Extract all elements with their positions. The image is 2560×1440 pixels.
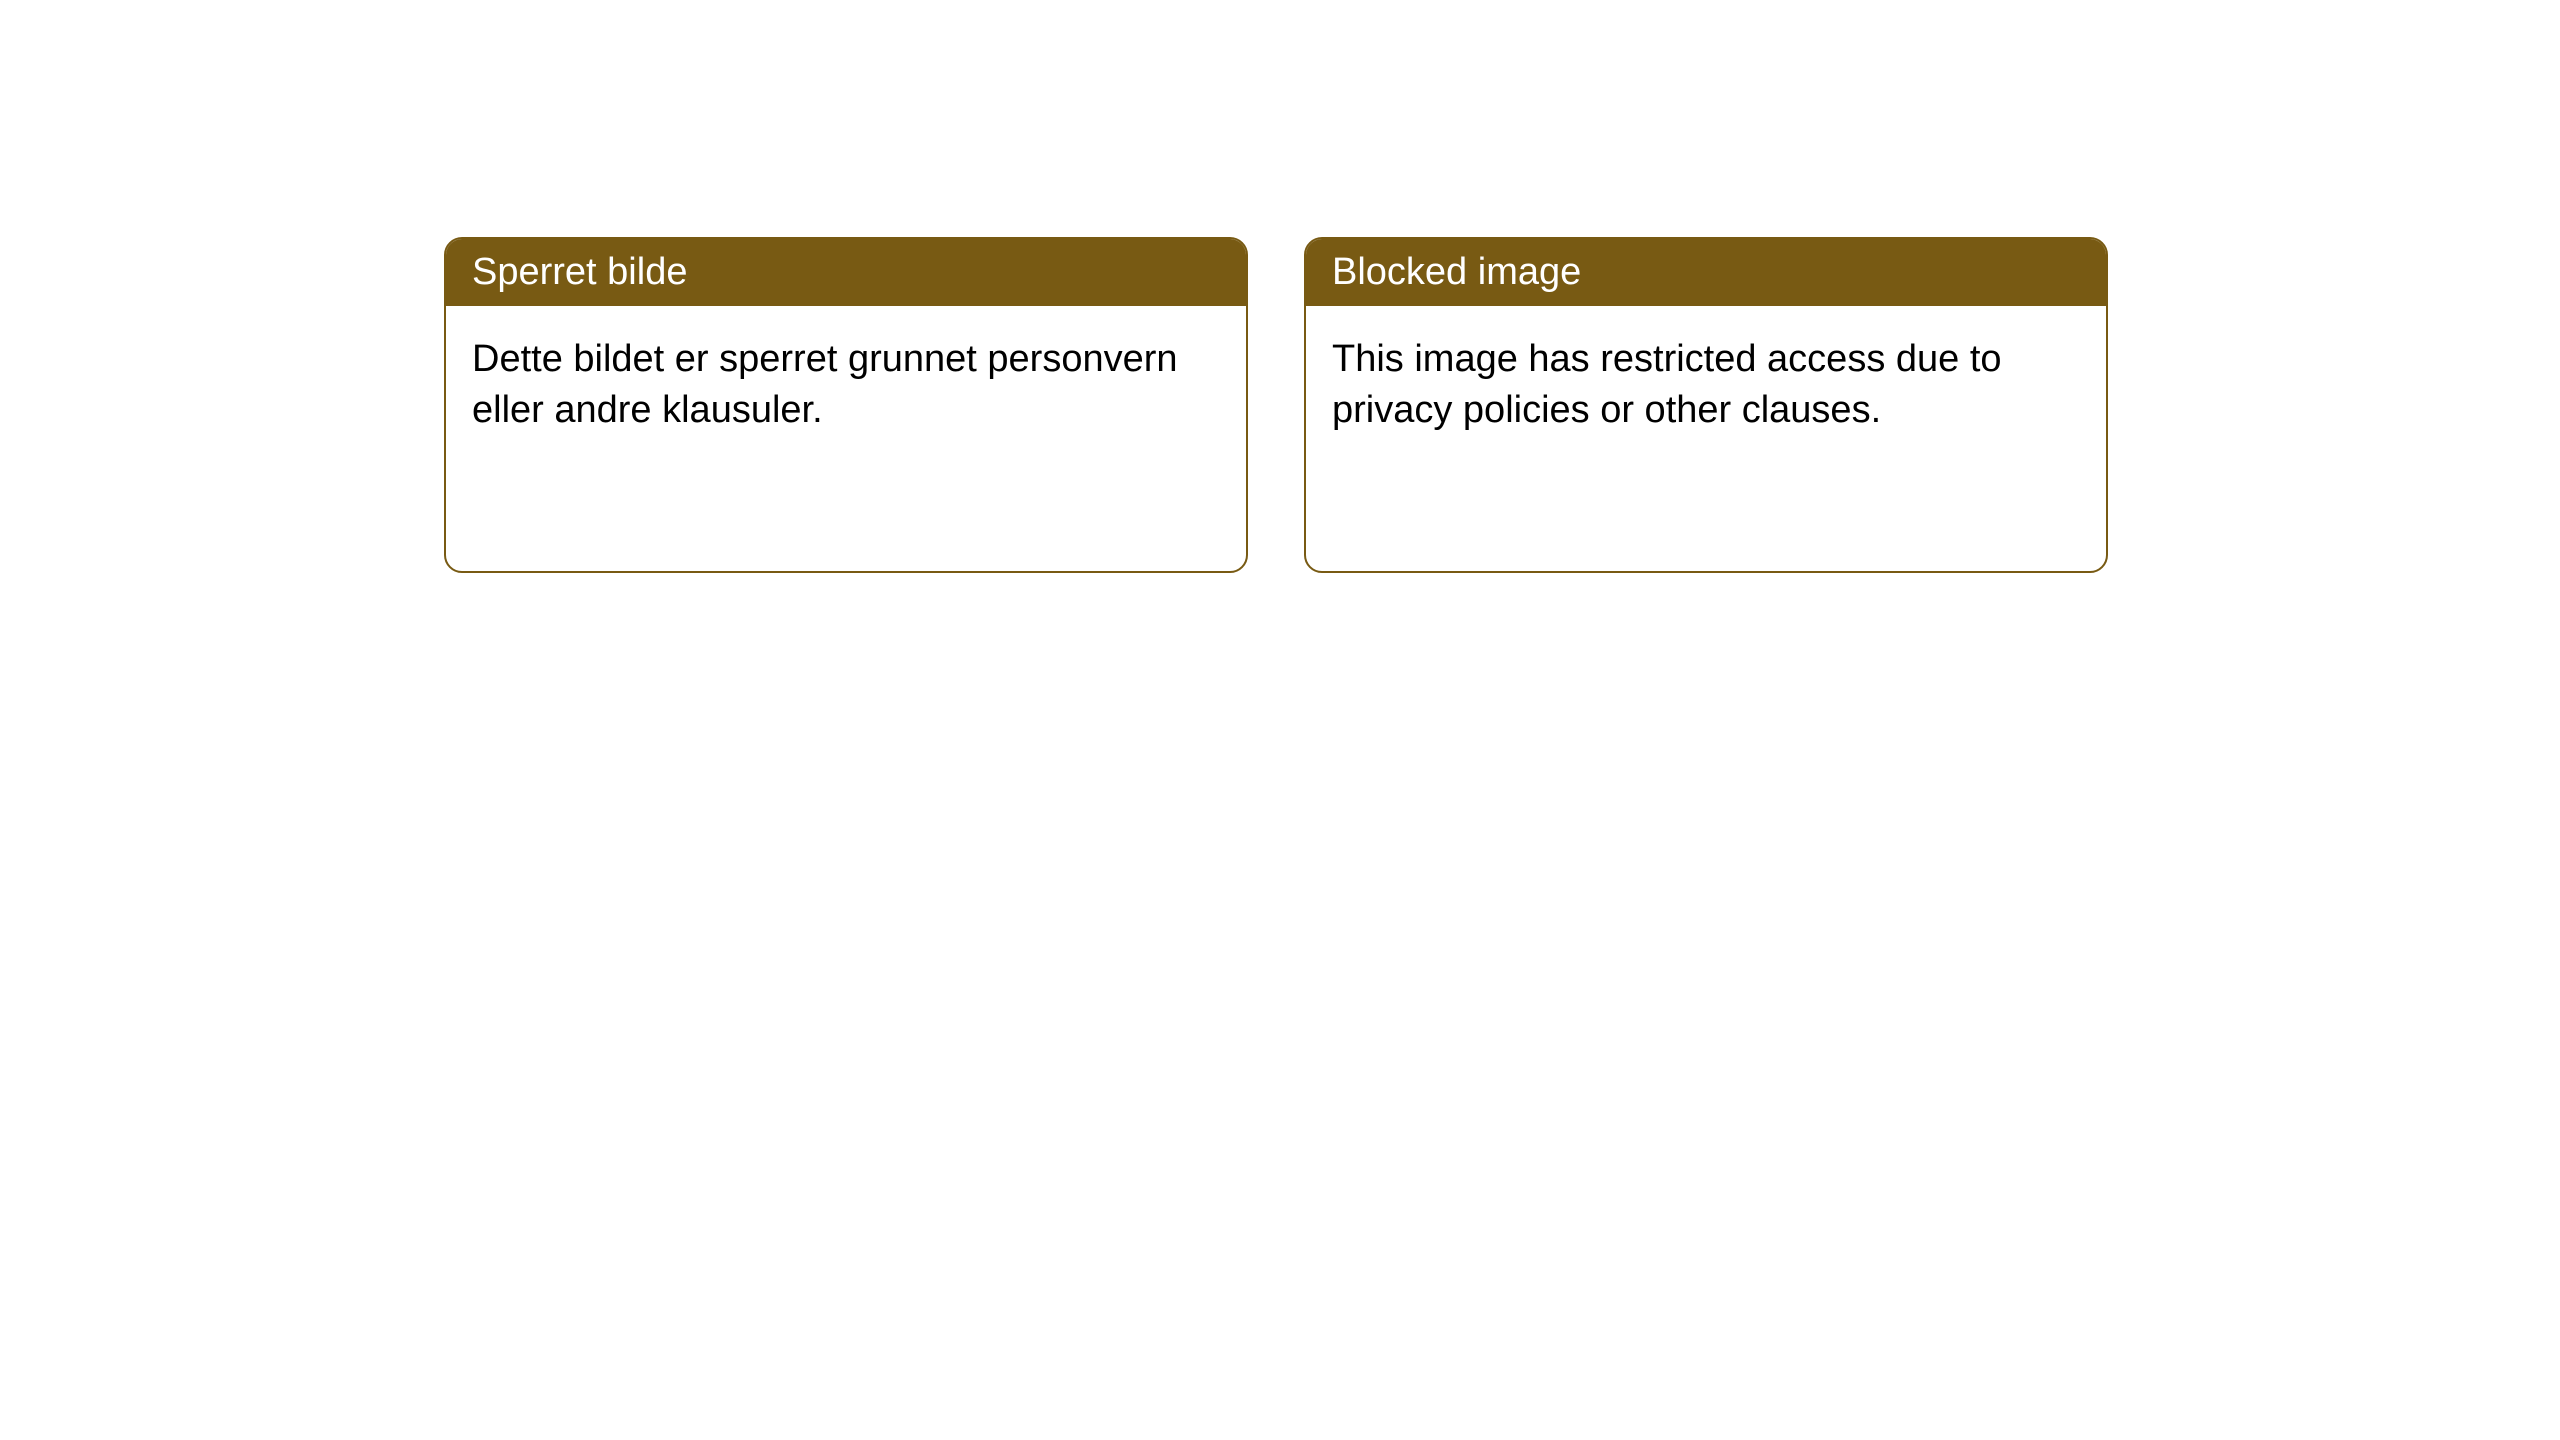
card-body-text: This image has restricted access due to … [1332,338,2002,431]
card-body: This image has restricted access due to … [1306,306,2106,465]
card-body: Dette bildet er sperret grunnet personve… [446,306,1246,465]
blocked-image-card-en: Blocked image This image has restricted … [1304,237,2108,573]
notice-cards-container: Sperret bilde Dette bildet er sperret gr… [0,0,2560,573]
card-header: Sperret bilde [446,239,1246,306]
blocked-image-card-no: Sperret bilde Dette bildet er sperret gr… [444,237,1248,573]
card-title: Blocked image [1332,251,1581,293]
card-body-text: Dette bildet er sperret grunnet personve… [472,338,1178,431]
card-header: Blocked image [1306,239,2106,306]
card-title: Sperret bilde [472,251,687,293]
